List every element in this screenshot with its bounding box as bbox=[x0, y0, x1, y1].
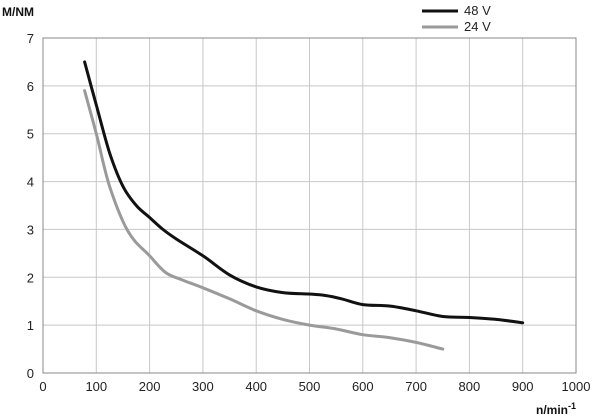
x-tick-label-200: 200 bbox=[139, 379, 161, 394]
y-tick-label-4: 4 bbox=[27, 175, 34, 190]
x-tick-label-300: 300 bbox=[192, 379, 214, 394]
series-line-24v bbox=[83, 89, 445, 351]
y-tick-label-3: 3 bbox=[27, 222, 34, 237]
x-tick-label-400: 400 bbox=[245, 379, 267, 394]
y-tick-label-7: 7 bbox=[27, 31, 34, 46]
x-tick-label-0: 0 bbox=[39, 379, 46, 394]
x-tick-label-100: 100 bbox=[85, 379, 107, 394]
y-axis-title: M/NM bbox=[2, 5, 34, 19]
tick-labels: 0 100 200 300 400 500 600 700 800 900 1000 0 1 2 3 4 5 6 7 bbox=[27, 31, 591, 394]
x-axis-title: n/min-1 bbox=[536, 401, 576, 417]
y-tick-label-5: 5 bbox=[27, 127, 34, 142]
plot-frame bbox=[42, 37, 577, 374]
x-tick-label-1000: 1000 bbox=[562, 379, 591, 394]
legend: 48 V 24 V bbox=[422, 3, 491, 34]
grid bbox=[42, 37, 577, 374]
series-line-48v bbox=[83, 60, 525, 325]
x-tick-label-500: 500 bbox=[299, 379, 321, 394]
series-lines bbox=[83, 60, 525, 351]
x-tick-label-700: 700 bbox=[405, 379, 427, 394]
x-axis-title-main: n/min bbox=[536, 403, 568, 417]
legend-label-48v: 48 V bbox=[464, 3, 491, 18]
y-tick-label-0: 0 bbox=[27, 366, 34, 381]
x-tick-label-800: 800 bbox=[459, 379, 481, 394]
y-tick-label-2: 2 bbox=[27, 270, 34, 285]
y-tick-label-1: 1 bbox=[27, 318, 34, 333]
x-tick-label-900: 900 bbox=[512, 379, 534, 394]
legend-label-24v: 24 V bbox=[464, 19, 491, 34]
x-tick-label-600: 600 bbox=[352, 379, 374, 394]
y-tick-label-6: 6 bbox=[27, 79, 34, 94]
x-axis-title-superscript: -1 bbox=[568, 401, 576, 411]
